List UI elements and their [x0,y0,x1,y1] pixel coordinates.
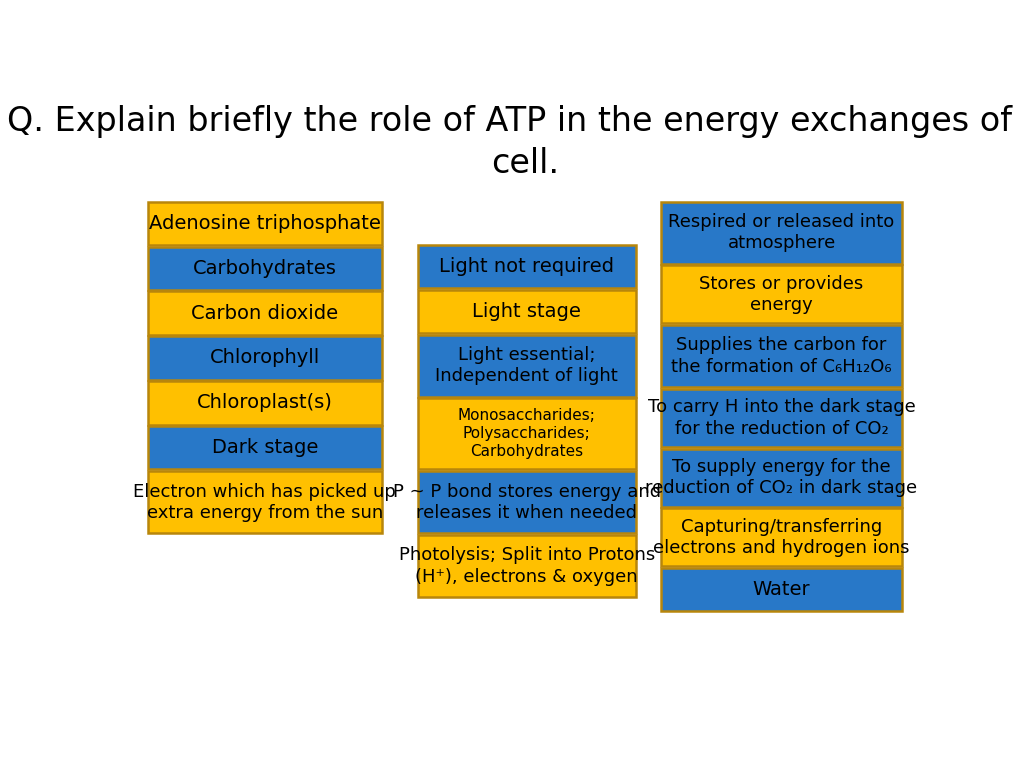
FancyBboxPatch shape [418,472,636,533]
FancyBboxPatch shape [147,336,382,379]
Text: Carbohydrates: Carbohydrates [193,259,337,277]
Text: Chlorophyll: Chlorophyll [210,349,321,367]
FancyBboxPatch shape [147,247,382,290]
FancyBboxPatch shape [662,449,902,507]
Text: Chloroplast(s): Chloroplast(s) [197,393,333,412]
Text: Stores or provides
energy: Stores or provides energy [699,275,863,314]
Text: P ~ P bond stores energy and
releases it when needed: P ~ P bond stores energy and releases it… [393,482,660,522]
Text: Water: Water [753,581,810,599]
FancyBboxPatch shape [662,325,902,387]
Text: To carry H into the dark stage
for the reduction of CO₂: To carry H into the dark stage for the r… [647,399,915,438]
Text: Capturing/transferring
electrons and hydrogen ions: Capturing/transferring electrons and hyd… [653,518,909,558]
Text: To supply energy for the
reduction of CO₂ in dark stage: To supply energy for the reduction of CO… [645,458,918,498]
Text: Respired or released into
atmosphere: Respired or released into atmosphere [669,213,895,253]
FancyBboxPatch shape [418,245,636,288]
Text: Light stage: Light stage [472,302,582,321]
FancyBboxPatch shape [418,535,636,598]
FancyBboxPatch shape [147,472,382,533]
FancyBboxPatch shape [147,291,382,335]
FancyBboxPatch shape [662,568,902,611]
FancyBboxPatch shape [147,426,382,469]
Text: Q. Explain briefly the role of ATP in the energy exchanges of a
cell.: Q. Explain briefly the role of ATP in th… [7,105,1024,180]
Text: Carbon dioxide: Carbon dioxide [191,303,339,323]
FancyBboxPatch shape [418,290,636,333]
Text: Photolysis; Split into Protons
(H⁺), electrons & oxygen: Photolysis; Split into Protons (H⁺), ele… [398,546,655,586]
FancyBboxPatch shape [147,382,382,425]
Text: Supplies the carbon for
the formation of C₆H₁₂O₆: Supplies the carbon for the formation of… [671,336,892,376]
Text: Light essential;
Independent of light: Light essential; Independent of light [435,346,618,386]
Text: Dark stage: Dark stage [212,439,318,458]
FancyBboxPatch shape [662,266,902,323]
FancyBboxPatch shape [147,201,382,245]
Text: Adenosine triphosphate: Adenosine triphosphate [148,214,381,233]
Text: Light not required: Light not required [439,257,614,276]
Text: Monosaccharides;
Polysaccharides;
Carbohydrates: Monosaccharides; Polysaccharides; Carboh… [458,409,596,459]
FancyBboxPatch shape [662,508,902,567]
FancyBboxPatch shape [418,399,636,469]
FancyBboxPatch shape [662,201,902,263]
FancyBboxPatch shape [662,389,902,447]
Text: Electron which has picked up
extra energy from the sun: Electron which has picked up extra energ… [133,482,396,522]
FancyBboxPatch shape [418,335,636,397]
